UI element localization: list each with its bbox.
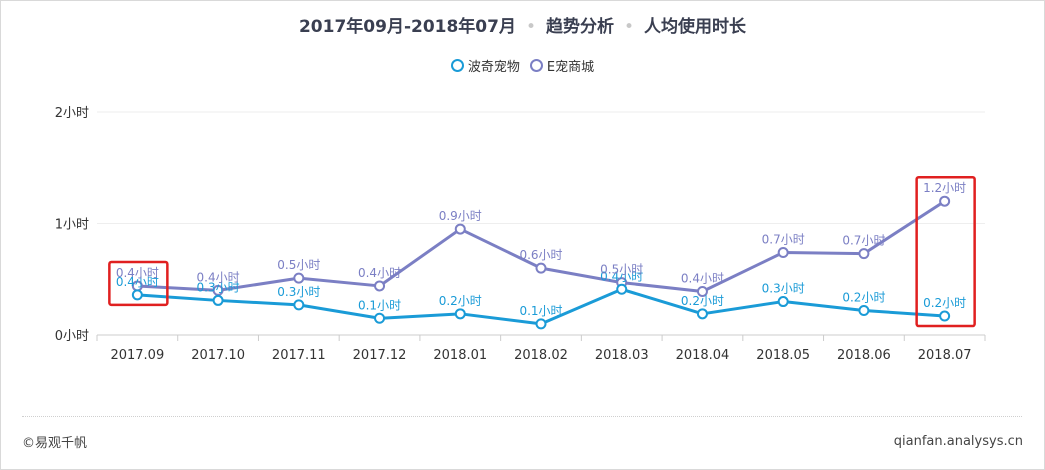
data-point (454, 223, 466, 235)
data-point (293, 299, 305, 311)
data-label: 0.1小时 (358, 298, 401, 312)
legend-marker-circle-icon (450, 59, 464, 72)
data-label: 0.2小时 (439, 294, 482, 308)
series-line-1 (135, 199, 947, 294)
data-label: 0.9小时 (439, 209, 482, 223)
title-analysis: 趋势分析 (546, 17, 614, 37)
data-label: 0.3小时 (277, 285, 320, 299)
x-tick-label: 2017.10 (191, 348, 245, 363)
data-point (858, 248, 870, 260)
x-tick-label: 2018.06 (837, 348, 891, 363)
data-label: 0.4小时 (116, 275, 159, 289)
data-point (454, 308, 466, 320)
data-point (535, 262, 547, 274)
footer-site: qianfan.analysys.cn (893, 434, 1023, 449)
x-tick-label: 2017.12 (353, 348, 407, 363)
x-tick-label: 2018.01 (433, 348, 487, 363)
data-label: 0.7小时 (842, 234, 885, 248)
x-tick-label: 2017.09 (110, 348, 164, 363)
legend-item-echong[interactable]: E宠商城 (529, 56, 595, 75)
data-label: 0.7小时 (762, 232, 805, 246)
data-point (374, 312, 386, 324)
data-point (374, 280, 386, 292)
data-point (777, 296, 789, 308)
data-point (777, 246, 789, 258)
data-point (535, 318, 547, 330)
footer-brand: ©易观千帆 (22, 436, 88, 451)
title-metric: 人均使用时长 (644, 17, 747, 37)
x-tick-label: 2018.04 (676, 348, 730, 363)
chart-title: 2017年09月-2018年07月 • 趋势分析 • 人均使用时长 (0, 12, 1045, 37)
footer-divider (22, 416, 1022, 417)
legend-marker-circle-icon (529, 59, 543, 72)
x-tick-label: 2017.11 (272, 348, 326, 363)
data-label: 0.2小时 (842, 290, 885, 304)
data-label: 0.2小时 (681, 294, 724, 308)
data-label: 0.5小时 (277, 258, 320, 272)
data-label: 0.5小时 (600, 263, 643, 277)
highlight-box (915, 175, 976, 328)
legend-item-boqi[interactable]: 波奇宠物 (450, 56, 520, 75)
x-tick-label: 2018.02 (514, 348, 568, 363)
y-tick-label: 2小时 (55, 106, 89, 121)
data-point (293, 272, 305, 284)
legend-label: E宠商城 (546, 60, 595, 75)
data-label: 0.2小时 (923, 296, 966, 310)
data-label: 1.2小时 (923, 181, 966, 195)
data-label: 0.3小时 (762, 282, 805, 296)
y-tick-label: 0小时 (55, 329, 89, 344)
data-point (212, 284, 224, 296)
title-separator: • (624, 17, 635, 37)
x-tick-label: 2018.07 (918, 348, 972, 363)
data-label: 0.6小时 (519, 248, 562, 262)
highlight-box (108, 260, 169, 307)
data-point (212, 294, 224, 306)
data-label: 0.3小时 (197, 280, 240, 294)
data-point (939, 310, 951, 322)
data-label: 0.1小时 (519, 304, 562, 318)
data-label: 0.4小时 (116, 266, 159, 280)
data-point (696, 308, 708, 320)
data-point (939, 195, 951, 207)
data-point (131, 289, 143, 301)
legend-label: 波奇宠物 (467, 60, 520, 75)
data-label: 0.4小时 (600, 269, 643, 283)
data-label: 0.4小时 (681, 272, 724, 286)
data-point (858, 304, 870, 316)
data-point (616, 283, 628, 295)
x-tick-label: 2018.05 (756, 348, 810, 363)
title-date-range: 2017年09月-2018年07月 (298, 17, 516, 37)
data-label: 0.4小时 (358, 266, 401, 280)
x-tick-label: 2018.03 (595, 348, 649, 363)
data-point (696, 286, 708, 298)
y-tick-label: 1小时 (55, 218, 89, 233)
title-separator: • (525, 17, 536, 37)
data-label: 0.4小时 (197, 270, 240, 284)
chart-legend: 波奇宠物 E宠商城 (0, 56, 1045, 75)
